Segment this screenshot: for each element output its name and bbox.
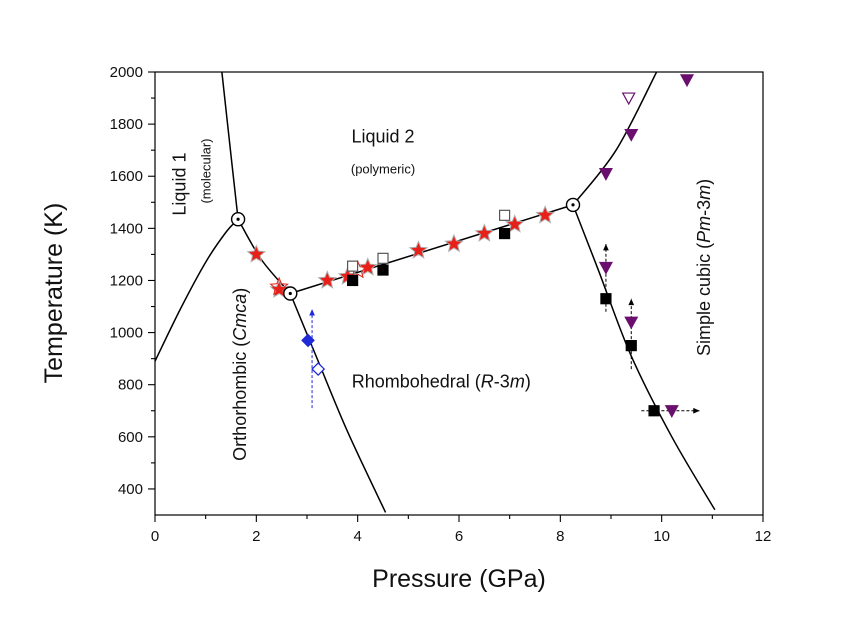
y-axis-ticks: 400 600 800 1000 1200 1400 1600 1800 2000 <box>110 64 155 498</box>
y-tick-label: 1400 <box>110 220 143 237</box>
data-point-triangle-down <box>624 128 639 142</box>
y-tick-label: 600 <box>118 429 143 446</box>
data-point-square-filled <box>625 340 637 352</box>
x-axis-title: Pressure (GPa) <box>372 565 546 593</box>
y-tick-label: 800 <box>118 377 143 394</box>
data-point-square-filled <box>377 264 389 276</box>
arrow-head <box>603 243 609 251</box>
region-label-liquid2-sub: (polymeric) <box>351 162 415 177</box>
data-point-diamond <box>301 333 315 348</box>
triple-point-center <box>236 217 240 221</box>
region-label-part: m <box>510 371 525 391</box>
boundary-rhombohedral-liquid2 <box>290 204 574 295</box>
x-tick-label: 12 <box>755 528 772 545</box>
x-tick-label: 6 <box>455 528 463 545</box>
data-point-star <box>357 257 378 276</box>
x-tick-label: 8 <box>556 528 564 545</box>
data-point-diamond-open <box>311 362 325 376</box>
data-point-square-open <box>377 252 389 264</box>
triple-point-center <box>288 291 292 296</box>
region-label-orthorhombic: Orthorhombic (Cmca) <box>230 288 250 461</box>
data-point-triangle-down <box>679 74 695 88</box>
region-label-liquid1: Liquid 1 <box>169 153 189 216</box>
data-point-star <box>317 270 338 289</box>
region-label-part: ) <box>525 371 531 391</box>
region-label-part: m <box>694 185 714 200</box>
region-label-part: Liquid 2 <box>351 126 414 146</box>
region-label-part: Cmca <box>230 294 250 341</box>
region-label-rhombohedral: Rhombohedral (R-3m) <box>352 371 531 391</box>
arrow-head <box>628 298 635 306</box>
boundary-liquid1-liquid2 <box>221 71 239 220</box>
arrow-head <box>693 407 700 414</box>
triple-point-center <box>571 203 575 207</box>
region-label-part: Orthorhombic ( <box>230 341 250 461</box>
region-label-liquid1-sub: (molecular) <box>199 139 214 204</box>
data-point-star <box>444 233 464 253</box>
data-point-triangle-down-open <box>621 92 636 106</box>
data-point-square-open <box>347 260 359 272</box>
data-point-square-open <box>499 209 511 221</box>
region-label-part: Liquid 1 <box>169 153 189 216</box>
boundary-liquid1-orthorhombic <box>154 218 239 362</box>
data-point-triangle-down <box>598 168 613 181</box>
data-point-star <box>408 240 429 259</box>
y-tick-label: 1200 <box>110 272 143 289</box>
region-label-liquid2: Liquid 2 <box>351 126 414 146</box>
region-label-part: ) <box>230 288 250 294</box>
x-axis-ticks: 0 2 4 6 8 10 12 <box>151 515 772 545</box>
data-point-triangle-down <box>624 316 639 330</box>
data-point-square-filled <box>600 293 612 305</box>
data-point-star <box>474 223 495 242</box>
x-tick-label: 2 <box>252 528 260 545</box>
y-tick-label: 1000 <box>110 325 143 342</box>
data-point-square-filled <box>499 227 511 240</box>
region-label-simple-cubic: Simple cubic (Pm-3m) <box>694 179 714 356</box>
data-point-star <box>535 204 555 224</box>
arrow-head <box>309 309 315 316</box>
region-label-part: Pm <box>694 216 714 243</box>
triple-points <box>230 197 581 301</box>
y-tick-label: 2000 <box>110 64 143 81</box>
region-label-part: ) <box>694 179 714 185</box>
region-label-part: (molecular) <box>199 139 214 204</box>
region-labels: Liquid 1 (molecular) Liquid 2 (polymeric) Or… <box>169 126 713 460</box>
region-label-part: Simple cubic ( <box>694 243 714 356</box>
boundary-liquid2-simplecubic <box>572 71 658 206</box>
region-label-part: Rhombohedral ( <box>352 371 481 391</box>
region-label-part: -3 <box>494 371 510 391</box>
y-tick-label: 1800 <box>110 116 143 133</box>
region-label-part: -3 <box>694 200 714 216</box>
data-point-star <box>504 214 525 233</box>
x-tick-label: 0 <box>151 528 159 545</box>
y-tick-label: 400 <box>118 481 143 498</box>
x-tick-label: 4 <box>353 528 361 545</box>
data-point-square-filled <box>347 274 359 287</box>
y-axis-title: Temperature (K) <box>40 203 68 384</box>
data-point-square-filled <box>648 405 660 417</box>
y-tick-label: 1600 <box>110 168 143 185</box>
data-point-triangle-down <box>664 405 679 419</box>
data-point-star-open <box>269 276 289 296</box>
boundary-orthorhombic-rhombohedral <box>289 293 387 513</box>
data-point-star <box>246 244 267 263</box>
region-label-part: (polymeric) <box>351 162 415 177</box>
x-tick-label: 10 <box>653 528 670 545</box>
region-label-part: R <box>481 371 494 391</box>
data-point-triangle-down <box>598 261 613 275</box>
data-points <box>246 74 695 419</box>
